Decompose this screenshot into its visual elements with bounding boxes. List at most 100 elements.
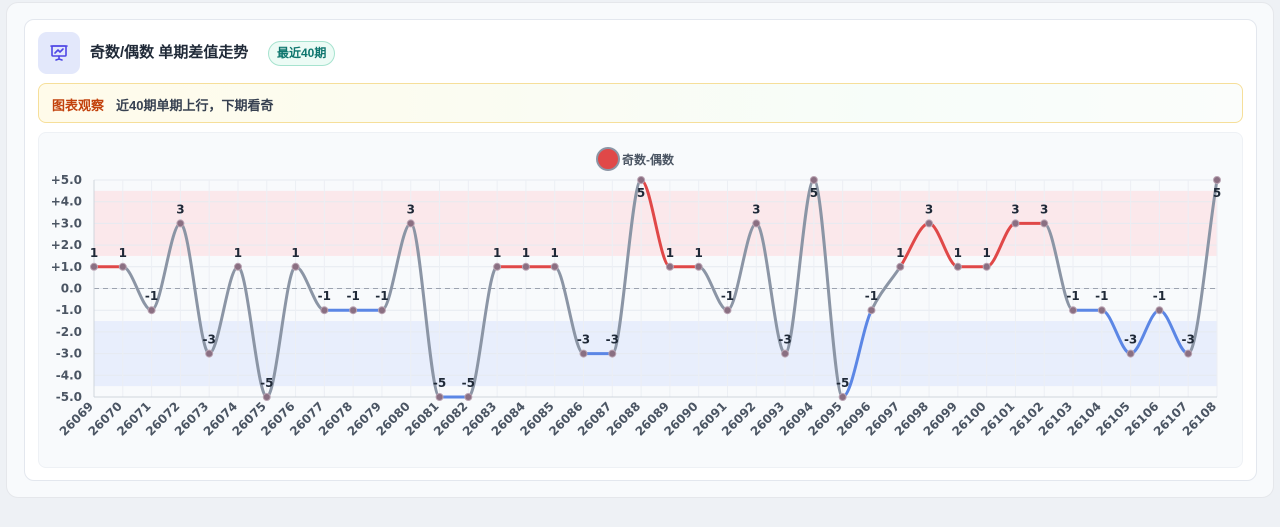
chart-legend[interactable]: 奇数-偶数 [596, 147, 674, 171]
y-tick-label: -3.0 [56, 347, 82, 361]
data-point [377, 306, 386, 315]
data-label: 1 [666, 246, 674, 260]
data-label: 1 [90, 246, 98, 260]
y-tick-label: -4.0 [56, 368, 82, 382]
data-label: 1 [982, 246, 990, 260]
insight-text: 近40期单期上行，下期看奇 [116, 98, 274, 113]
insight-label: 图表观察 [52, 98, 105, 113]
data-label: 1 [896, 246, 904, 260]
data-point [1097, 306, 1106, 315]
series-line-segment [409, 221, 442, 399]
data-label: 1 [695, 246, 703, 260]
chart-title: 奇数/偶数 单期差值走势 [90, 44, 249, 61]
data-point [291, 262, 300, 271]
series-line-segment [265, 265, 298, 399]
data-point [781, 349, 790, 358]
series-line-segment [380, 221, 413, 312]
series-line-segment [150, 221, 182, 312]
data-label: 3 [925, 202, 933, 216]
data-point [262, 393, 271, 401]
data-label: -1 [1153, 289, 1166, 303]
data-label: 1 [234, 246, 242, 260]
period-badge: 最近40期 [268, 41, 336, 66]
series-line-segment [725, 221, 758, 312]
presentation-chart-icon [38, 32, 80, 74]
data-label: 1 [522, 246, 530, 260]
series-line-segment [236, 265, 269, 399]
y-tick-label: +2.0 [51, 238, 82, 252]
data-point [435, 393, 444, 401]
data-point [723, 306, 732, 315]
data-point [176, 219, 185, 228]
data-point [579, 349, 588, 358]
chart-area [38, 132, 1243, 468]
series-line-segment [178, 221, 211, 356]
data-point [809, 176, 818, 184]
series-line-segment [639, 178, 672, 269]
data-point [1155, 306, 1164, 315]
data-label: -3 [577, 333, 590, 347]
data-point [521, 262, 530, 271]
data-point [550, 262, 559, 271]
data-label: -1 [1095, 289, 1108, 303]
y-tick-label: -2.0 [56, 325, 82, 339]
data-label: 1 [119, 246, 127, 260]
data-point [838, 393, 847, 401]
y-tick-label: -5.0 [56, 390, 82, 404]
series-line-segment [466, 265, 499, 399]
y-tick-label: 0.0 [61, 282, 82, 296]
data-point [896, 262, 905, 271]
data-label: 5 [1213, 186, 1221, 200]
data-point [1040, 219, 1049, 228]
data-point [147, 306, 156, 315]
data-label: 1 [291, 246, 299, 260]
data-point [233, 262, 242, 271]
data-point [349, 306, 358, 315]
series-line-segment [207, 265, 240, 356]
data-label: -1 [375, 289, 388, 303]
data-point [1011, 219, 1020, 228]
series-line-segment [553, 265, 586, 356]
data-label: 5 [810, 186, 818, 200]
data-label: -5 [462, 376, 475, 390]
data-label: -1 [865, 289, 878, 303]
data-label: -1 [346, 289, 359, 303]
data-label: 3 [752, 202, 760, 216]
series-line-segment [812, 178, 845, 399]
legend-swatch [596, 147, 620, 171]
data-point [1213, 176, 1221, 184]
series-line-segment [610, 178, 643, 356]
data-label: 3 [1040, 202, 1048, 216]
data-label: 1 [493, 246, 501, 260]
data-label: -5 [260, 376, 273, 390]
data-point [925, 219, 934, 228]
data-label: 1 [954, 246, 962, 260]
data-label: -1 [721, 289, 734, 303]
data-label: -3 [1124, 333, 1137, 347]
data-point [637, 176, 646, 184]
data-label: -3 [1182, 333, 1195, 347]
y-tick-label: +1.0 [51, 260, 82, 274]
series-line-segment [869, 265, 902, 312]
data-point [406, 219, 415, 228]
data-label: 3 [407, 202, 415, 216]
series-line-segment [1042, 221, 1075, 312]
data-label: -5 [836, 376, 849, 390]
series-line-segment [783, 178, 816, 356]
y-tick-label: +3.0 [51, 216, 82, 230]
data-point [320, 306, 329, 315]
data-label: -1 [318, 289, 331, 303]
data-label: -1 [145, 289, 158, 303]
data-point [118, 262, 127, 271]
data-label: 5 [637, 186, 645, 200]
data-label: -5 [433, 376, 446, 390]
data-point [665, 262, 674, 271]
data-point [464, 393, 473, 401]
data-label: 1 [551, 246, 559, 260]
data-point [205, 349, 214, 358]
insight-banner: 图表观察 近40期单期上行，下期看奇 [38, 83, 1243, 123]
data-point [1126, 349, 1135, 358]
y-tick-label: -1.0 [56, 303, 82, 317]
data-label: 3 [176, 202, 184, 216]
